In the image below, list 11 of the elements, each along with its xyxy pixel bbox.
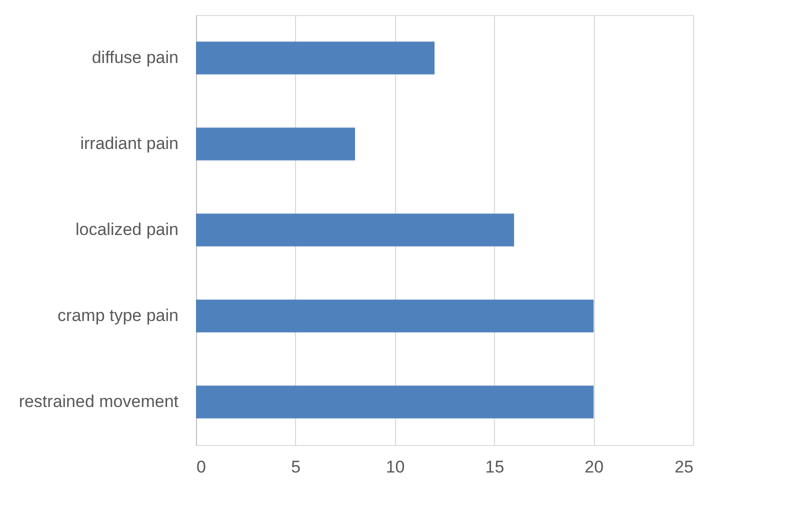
y-tick-label: diffuse pain: [92, 48, 178, 67]
y-tick-label: localized pain: [75, 220, 178, 239]
x-tick-label: 10: [386, 458, 405, 476]
y-tick-label: irradiant pain: [80, 134, 178, 153]
x-tick-label: 25: [674, 458, 694, 476]
x-tick-label: 5: [291, 458, 301, 476]
x-tick-label: 15: [485, 458, 504, 476]
x-tick-label: 20: [584, 458, 604, 476]
y-tick-label: restrained movement: [18, 392, 179, 411]
x-tick-label: 0: [196, 458, 206, 476]
y-tick-label: cramp type pain: [58, 306, 178, 325]
